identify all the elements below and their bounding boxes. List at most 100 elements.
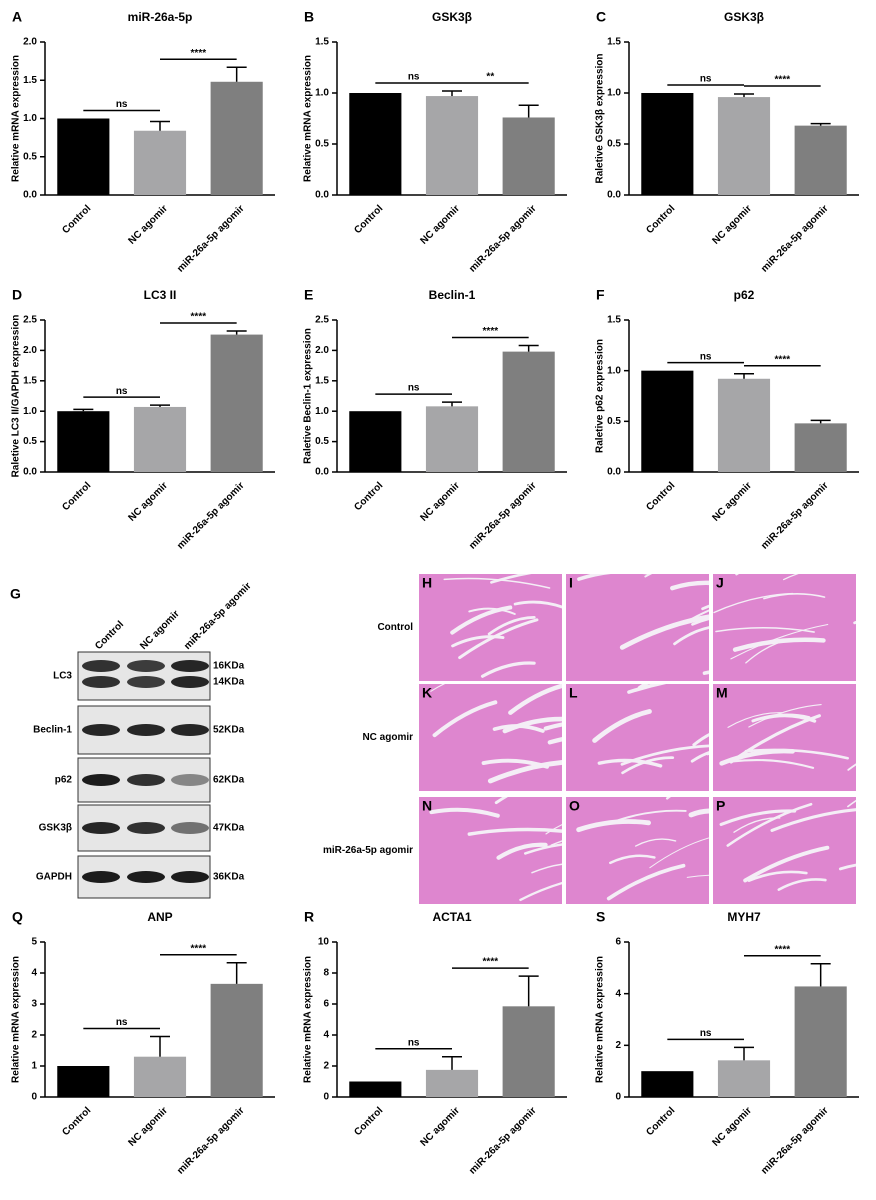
panel-letter: S: [596, 909, 605, 925]
panel-letter: E: [304, 287, 313, 303]
streak: [619, 614, 709, 650]
streak: [597, 758, 663, 768]
y-tick-label: 0.0: [23, 190, 37, 201]
protein-label: GAPDH: [36, 872, 72, 883]
error-bar: [73, 408, 94, 412]
streak: [777, 878, 827, 891]
bar: [641, 93, 694, 195]
significance-label: ns: [700, 351, 712, 362]
micrograph: [566, 797, 709, 904]
micrograph: [566, 574, 709, 681]
tissue: [713, 574, 856, 681]
y-tick-label: 0.0: [315, 467, 329, 478]
panel-letter: Q: [12, 909, 23, 925]
significance-label: ns: [700, 74, 712, 85]
y-axis-label: Relative mRNA expression: [303, 956, 314, 1083]
significance-label: ****: [775, 354, 791, 365]
error-bar: [734, 1046, 754, 1061]
streak: [508, 684, 562, 715]
panel-letter: C: [596, 9, 606, 25]
row-label: Control: [377, 622, 413, 633]
y-tick-label: 0.0: [607, 190, 621, 201]
y-tick-label: 0.0: [315, 190, 329, 201]
y-tick-label: 2.5: [315, 315, 329, 326]
error-bar: [518, 344, 539, 352]
streak: [496, 842, 548, 860]
y-tick-label: 3: [31, 999, 37, 1010]
bar: [641, 1071, 694, 1097]
streak: [524, 843, 562, 855]
error-bar: [226, 66, 247, 82]
size-label: 62KDa: [213, 775, 245, 786]
error-bar: [518, 975, 539, 1007]
bar: [133, 406, 187, 472]
streak: [692, 733, 709, 747]
significance-label: ****: [191, 943, 207, 954]
y-tick-label: 1.5: [315, 37, 329, 48]
bar: [641, 370, 694, 472]
streak: [649, 837, 709, 869]
y-tick-label: 1.0: [607, 88, 621, 99]
chart-title: ACTA1: [432, 910, 471, 924]
significance-label: ns: [408, 383, 420, 394]
chart-title: p62: [734, 288, 755, 302]
streak: [467, 827, 562, 836]
blot-band: [82, 822, 120, 834]
panel-letter: B: [304, 9, 314, 25]
bar: [502, 1006, 555, 1097]
blot-band: [127, 822, 165, 834]
blot-band: [127, 871, 165, 883]
panel-letter: J: [716, 575, 724, 591]
y-tick-label: 0.5: [315, 139, 329, 150]
bar: [349, 1081, 402, 1097]
bar: [133, 130, 187, 195]
y-tick-label: 0.0: [607, 467, 621, 478]
chart-title: ANP: [147, 910, 172, 924]
micrograph: [419, 797, 562, 904]
streak: [670, 580, 709, 591]
panel-letter: D: [12, 287, 22, 303]
streak: [770, 808, 856, 832]
panel-letter: P: [716, 798, 725, 814]
bar: [425, 1069, 479, 1097]
y-tick-label: 2: [615, 1040, 621, 1051]
panel-letter: H: [422, 575, 432, 591]
chart-title: GSK3β: [724, 10, 764, 24]
streak: [487, 615, 536, 636]
bar: [210, 983, 263, 1097]
panel-letter: O: [569, 798, 580, 814]
significance-label: ****: [483, 957, 499, 968]
significance-label: **: [486, 72, 494, 83]
tissue: [566, 684, 709, 791]
streak: [715, 626, 815, 633]
streak: [838, 863, 856, 871]
blot-band: [171, 822, 209, 834]
blot-band: [127, 660, 165, 672]
streak: [730, 623, 829, 660]
y-tick-label: 2.0: [23, 345, 37, 356]
streak: [531, 863, 562, 874]
streak: [480, 661, 536, 678]
size-label: 52KDa: [213, 725, 245, 736]
panel-letter: L: [569, 685, 578, 701]
blot-band: [127, 676, 165, 688]
error-bar: [810, 419, 831, 424]
bar: [425, 406, 479, 472]
bar: [794, 986, 847, 1097]
streak: [487, 760, 562, 784]
blot-band: [82, 676, 120, 688]
error-bar: [150, 404, 170, 407]
streak: [550, 840, 562, 846]
error-bar: [734, 372, 754, 379]
y-tick-label: 8: [323, 968, 329, 979]
protein-label: p62: [55, 775, 73, 786]
error-bar: [734, 93, 754, 98]
blot-band: [82, 871, 120, 883]
streak: [494, 797, 509, 805]
chart-title: MYH7: [727, 910, 761, 924]
bar: [502, 351, 555, 472]
y-tick-label: 4: [615, 988, 621, 999]
blot-band: [171, 774, 209, 786]
significance-label: ns: [408, 1037, 420, 1048]
